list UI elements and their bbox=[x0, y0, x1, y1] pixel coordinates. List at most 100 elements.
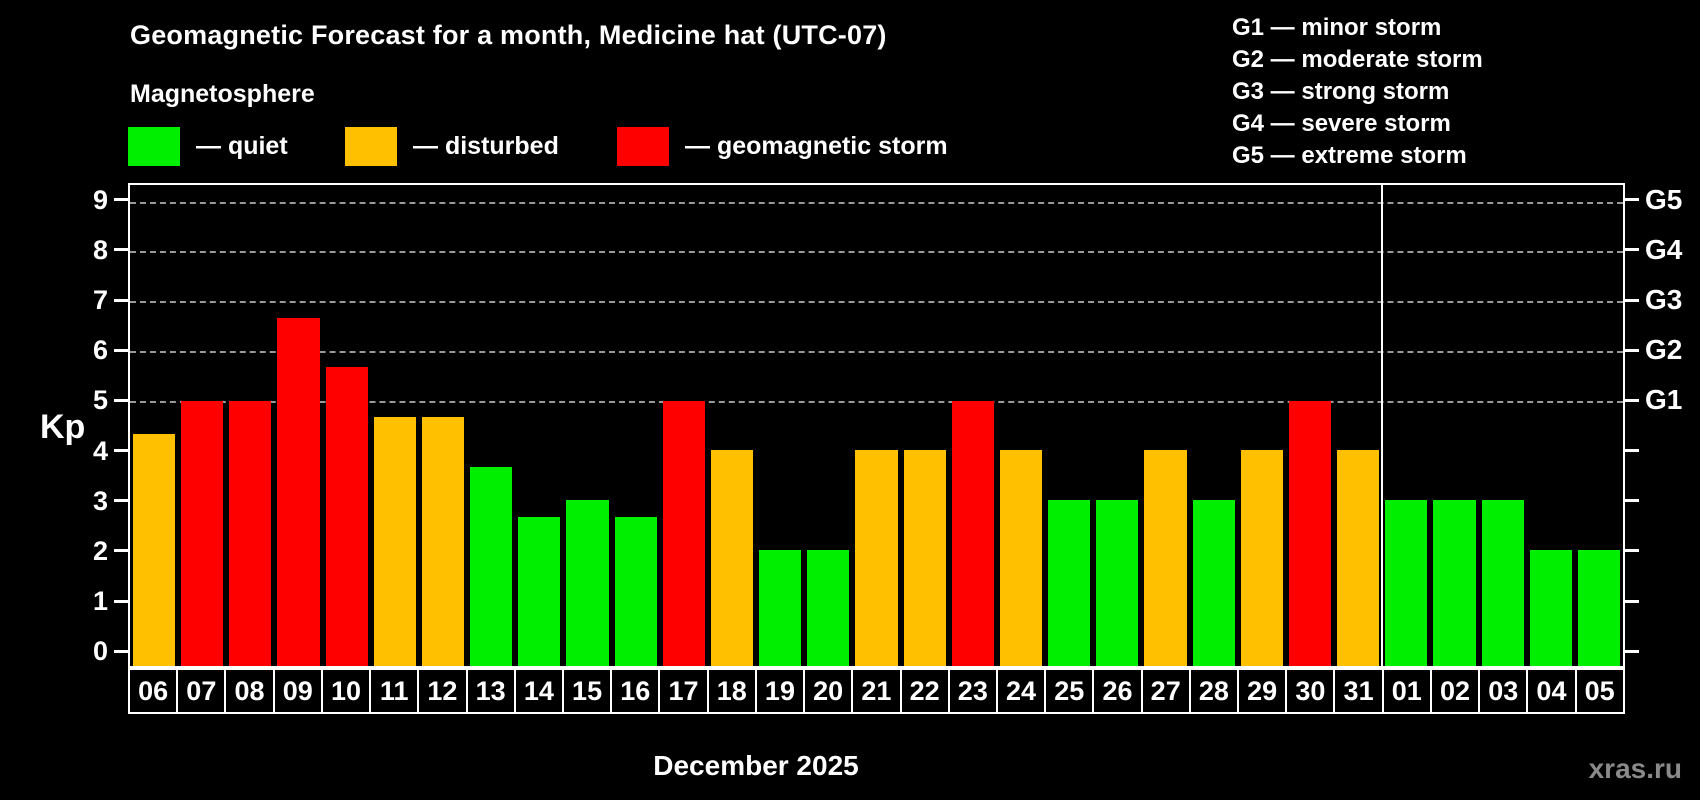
bar bbox=[660, 400, 708, 666]
day-label: 24 bbox=[995, 668, 1047, 714]
bar-fill bbox=[951, 400, 994, 666]
bar bbox=[515, 516, 563, 666]
legend-item-disturbed: — disturbed bbox=[345, 126, 559, 166]
bar-fill bbox=[470, 466, 513, 666]
day-label: 15 bbox=[561, 668, 613, 714]
x-axis-day-labels: 06 07 08 09 10 11 12 13 14 15 16 17 18 19 20 21 22 23 24 25… bbox=[128, 668, 1625, 714]
bar bbox=[130, 433, 178, 666]
bar bbox=[1575, 549, 1623, 666]
g-legend-line: G4 — severe storm bbox=[1232, 110, 1451, 137]
day-label: 03 bbox=[1478, 668, 1529, 714]
g-level-gridline bbox=[130, 201, 1623, 204]
g-axis-tick bbox=[1625, 499, 1639, 503]
y-axis-tick bbox=[114, 599, 128, 603]
g-level-gridline bbox=[130, 301, 1623, 304]
bar-fill bbox=[710, 450, 754, 666]
bar-fill bbox=[325, 367, 368, 666]
bar-fill bbox=[277, 317, 320, 666]
bar bbox=[1045, 500, 1093, 666]
storm-swatch-icon bbox=[617, 126, 669, 166]
bar bbox=[1479, 500, 1527, 666]
g-level-gridline bbox=[130, 350, 1623, 353]
day-label: 31 bbox=[1333, 668, 1384, 714]
day-label: 26 bbox=[1092, 668, 1143, 714]
day-label: 06 bbox=[128, 668, 179, 714]
x-axis-month-label: December 2025 bbox=[653, 750, 859, 781]
bar bbox=[563, 500, 611, 666]
bar-fill bbox=[1481, 500, 1524, 666]
bar bbox=[323, 367, 371, 666]
bar bbox=[1190, 500, 1238, 666]
g-axis-tick bbox=[1625, 198, 1639, 202]
day-label: 08 bbox=[224, 668, 275, 714]
y-axis-tick-label: 0 bbox=[92, 636, 108, 667]
g-axis-tick bbox=[1625, 649, 1639, 653]
y-axis-tick-label: 7 bbox=[92, 285, 108, 316]
day-label: 25 bbox=[1044, 668, 1095, 714]
bar bbox=[1334, 450, 1382, 666]
bar-fill bbox=[1192, 500, 1235, 666]
day-label: 27 bbox=[1140, 668, 1191, 714]
y-axis-tick-label: 2 bbox=[92, 535, 108, 566]
bar-fill bbox=[662, 400, 705, 666]
legend-item-storm: — geomagnetic storm bbox=[617, 126, 948, 166]
g-axis-tick bbox=[1625, 348, 1639, 352]
day-label: 11 bbox=[369, 668, 420, 714]
bar bbox=[371, 417, 419, 666]
g-axis-tick-label: G5 bbox=[1645, 183, 1683, 215]
g-level-gridline bbox=[130, 400, 1623, 403]
y-axis-tick bbox=[114, 298, 128, 302]
bar bbox=[612, 516, 660, 666]
bar-fill bbox=[614, 516, 657, 666]
y-axis-tick bbox=[114, 649, 128, 653]
g-axis-tick-label: G2 bbox=[1645, 334, 1683, 366]
day-label: 02 bbox=[1429, 668, 1481, 714]
legend-item-label: — disturbed bbox=[413, 131, 559, 160]
bar bbox=[419, 417, 467, 666]
disturbed-swatch-icon bbox=[345, 126, 397, 166]
bar bbox=[1382, 500, 1430, 666]
bar-fill bbox=[1048, 500, 1091, 666]
day-label: 23 bbox=[947, 668, 998, 714]
day-label: 21 bbox=[851, 668, 902, 714]
y-axis-tick bbox=[114, 549, 128, 553]
day-label: 22 bbox=[899, 668, 950, 714]
bar-fill bbox=[1240, 450, 1283, 666]
g-scale-legend: G1 — minor storm G2 — moderate storm G3 — … bbox=[1232, 12, 1483, 172]
plot-area bbox=[128, 183, 1625, 668]
day-label: 28 bbox=[1188, 668, 1240, 714]
g-legend-line: G1 — minor storm bbox=[1232, 14, 1442, 41]
y-axis-tick-label: 5 bbox=[92, 385, 108, 416]
bar bbox=[901, 450, 949, 666]
day-label: 29 bbox=[1237, 668, 1288, 714]
g-legend-line: G2 — moderate storm bbox=[1232, 46, 1483, 73]
bar-fill bbox=[181, 400, 224, 666]
bar bbox=[274, 317, 322, 666]
day-label: 01 bbox=[1381, 668, 1432, 714]
bar bbox=[226, 400, 274, 666]
bar-fill bbox=[999, 450, 1043, 666]
bar-fill bbox=[133, 433, 176, 666]
y-axis-tick-label: 1 bbox=[92, 586, 108, 617]
legend-item-label: — quiet bbox=[196, 131, 288, 160]
y-axis-tick bbox=[114, 248, 128, 252]
g-legend-line: G5 — extreme storm bbox=[1232, 142, 1467, 169]
bar bbox=[708, 450, 756, 666]
bar-fill bbox=[1385, 500, 1428, 666]
day-label: 17 bbox=[658, 668, 709, 714]
bar bbox=[1430, 500, 1478, 666]
bar bbox=[756, 549, 804, 666]
bar-fill bbox=[903, 450, 946, 666]
y-axis-tick bbox=[114, 449, 128, 453]
bar bbox=[949, 400, 997, 666]
bar-fill bbox=[855, 450, 898, 666]
bar bbox=[1093, 500, 1141, 666]
day-label: 20 bbox=[803, 668, 854, 714]
day-label: 04 bbox=[1526, 668, 1577, 714]
day-label: 19 bbox=[754, 668, 806, 714]
y-axis-title: Kp bbox=[40, 408, 86, 446]
watermark: xras.ru bbox=[1588, 753, 1682, 784]
bar-fill bbox=[566, 500, 609, 666]
g-axis-tick bbox=[1625, 549, 1639, 553]
g-legend-line: G3 — strong storm bbox=[1232, 78, 1450, 105]
